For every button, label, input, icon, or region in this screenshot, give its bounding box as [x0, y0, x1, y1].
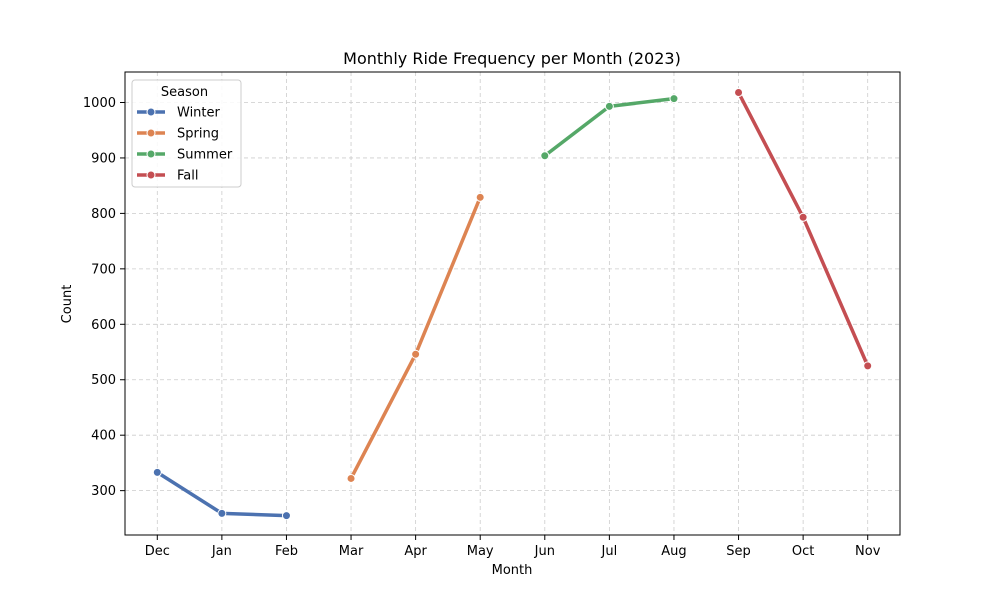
chart-title: Monthly Ride Frequency per Month (2023): [343, 49, 681, 68]
data-point-summer: [540, 151, 550, 161]
data-point-winter: [152, 467, 162, 477]
y-tick-label: 400: [91, 429, 116, 444]
x-tick-label: Jan: [211, 544, 232, 559]
series-summer: [540, 94, 679, 161]
x-tick-label: Jun: [534, 544, 555, 559]
data-point-winter: [281, 511, 291, 521]
y-tick-label: 600: [91, 318, 116, 333]
data-point-fall: [863, 361, 873, 371]
data-point-winter: [217, 508, 227, 518]
y-tick-label: 1000: [83, 96, 116, 111]
series-spring: [346, 192, 485, 483]
axis-layer: Dec Jan Feb Mar Apr May Jun Jul Aug Sep Oct Nov 300 4…: [83, 71, 901, 559]
y-tick-label: 700: [91, 262, 116, 277]
data-point-fall: [798, 212, 808, 222]
x-tick-label: Mar: [339, 544, 364, 559]
data-point-spring: [411, 349, 421, 359]
x-tick-label: Aug: [661, 544, 686, 559]
x-tick-label: Dec: [145, 544, 170, 559]
x-tick-label: Oct: [792, 544, 814, 559]
x-tick-label: Apr: [404, 544, 427, 559]
legend-item-winter: Winter: [137, 106, 221, 121]
y-tick-label: 900: [91, 151, 116, 166]
y-tick-label: 800: [91, 207, 116, 222]
x-tick-label: Feb: [275, 544, 298, 559]
x-tick-label: Sep: [726, 544, 751, 559]
legend-label-fall: Fall: [177, 169, 198, 184]
legend-label-spring: Spring: [177, 127, 219, 142]
legend-item-spring: Spring: [137, 127, 219, 142]
y-axis-title: Count: [60, 285, 75, 324]
data-point-spring: [475, 192, 485, 202]
legend-label-summer: Summer: [177, 148, 233, 163]
legend-marker-winter: [146, 107, 156, 117]
x-tick-label: May: [467, 544, 494, 559]
data-point-summer: [604, 101, 614, 111]
legend-marker-spring: [146, 128, 156, 138]
legend-item-summer: Summer: [137, 148, 233, 163]
series-winter: [152, 467, 291, 521]
legend-box: [131, 79, 242, 188]
x-tick-label: Jul: [601, 544, 618, 559]
data-point-fall: [734, 88, 744, 98]
legend-marker-summer: [146, 149, 156, 159]
series-fall: [734, 88, 873, 371]
legend-marker-fall: [146, 170, 156, 180]
legend-title: Season: [161, 85, 208, 100]
data-point-spring: [346, 473, 356, 483]
x-tick-label: Nov: [855, 544, 881, 559]
legend-label-winter: Winter: [177, 106, 221, 121]
legend-item-fall: Fall: [137, 169, 198, 184]
y-tick-label: 300: [91, 484, 116, 499]
data-point-summer: [669, 94, 679, 104]
y-tick-label: 500: [91, 373, 116, 388]
plot-frame: [124, 71, 901, 536]
legend: Season Winter Spring Summer Fall: [131, 79, 242, 188]
series-layer: [152, 88, 873, 521]
grid-layer: [125, 72, 900, 535]
x-axis-title: Month: [492, 563, 533, 578]
